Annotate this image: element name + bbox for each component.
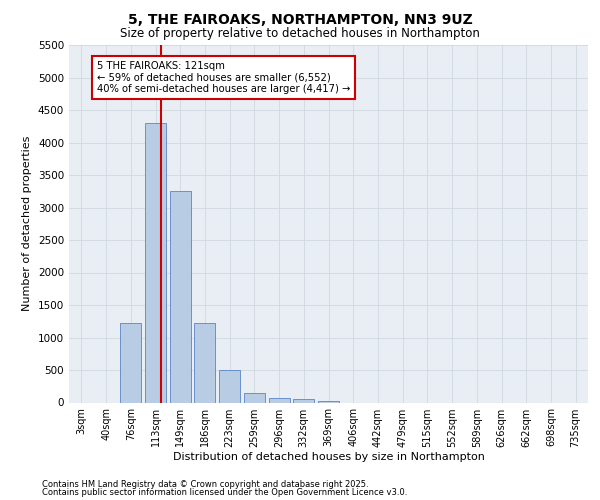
Bar <box>170 191 191 402</box>
Bar <box>244 393 265 402</box>
Bar <box>194 323 215 402</box>
Text: 5 THE FAIROAKS: 121sqm
← 59% of detached houses are smaller (6,552)
40% of semi-: 5 THE FAIROAKS: 121sqm ← 59% of detached… <box>97 61 350 94</box>
Bar <box>219 370 240 402</box>
Text: Contains HM Land Registry data © Crown copyright and database right 2025.: Contains HM Land Registry data © Crown c… <box>42 480 368 489</box>
Text: 5, THE FAIROAKS, NORTHAMPTON, NN3 9UZ: 5, THE FAIROAKS, NORTHAMPTON, NN3 9UZ <box>128 12 472 26</box>
X-axis label: Distribution of detached houses by size in Northampton: Distribution of detached houses by size … <box>173 452 484 462</box>
Bar <box>318 400 339 402</box>
Text: Contains public sector information licensed under the Open Government Licence v3: Contains public sector information licen… <box>42 488 407 497</box>
Bar <box>293 399 314 402</box>
Text: Size of property relative to detached houses in Northampton: Size of property relative to detached ho… <box>120 28 480 40</box>
Bar <box>145 123 166 402</box>
Y-axis label: Number of detached properties: Number of detached properties <box>22 136 32 312</box>
Bar <box>120 323 141 402</box>
Bar <box>269 398 290 402</box>
